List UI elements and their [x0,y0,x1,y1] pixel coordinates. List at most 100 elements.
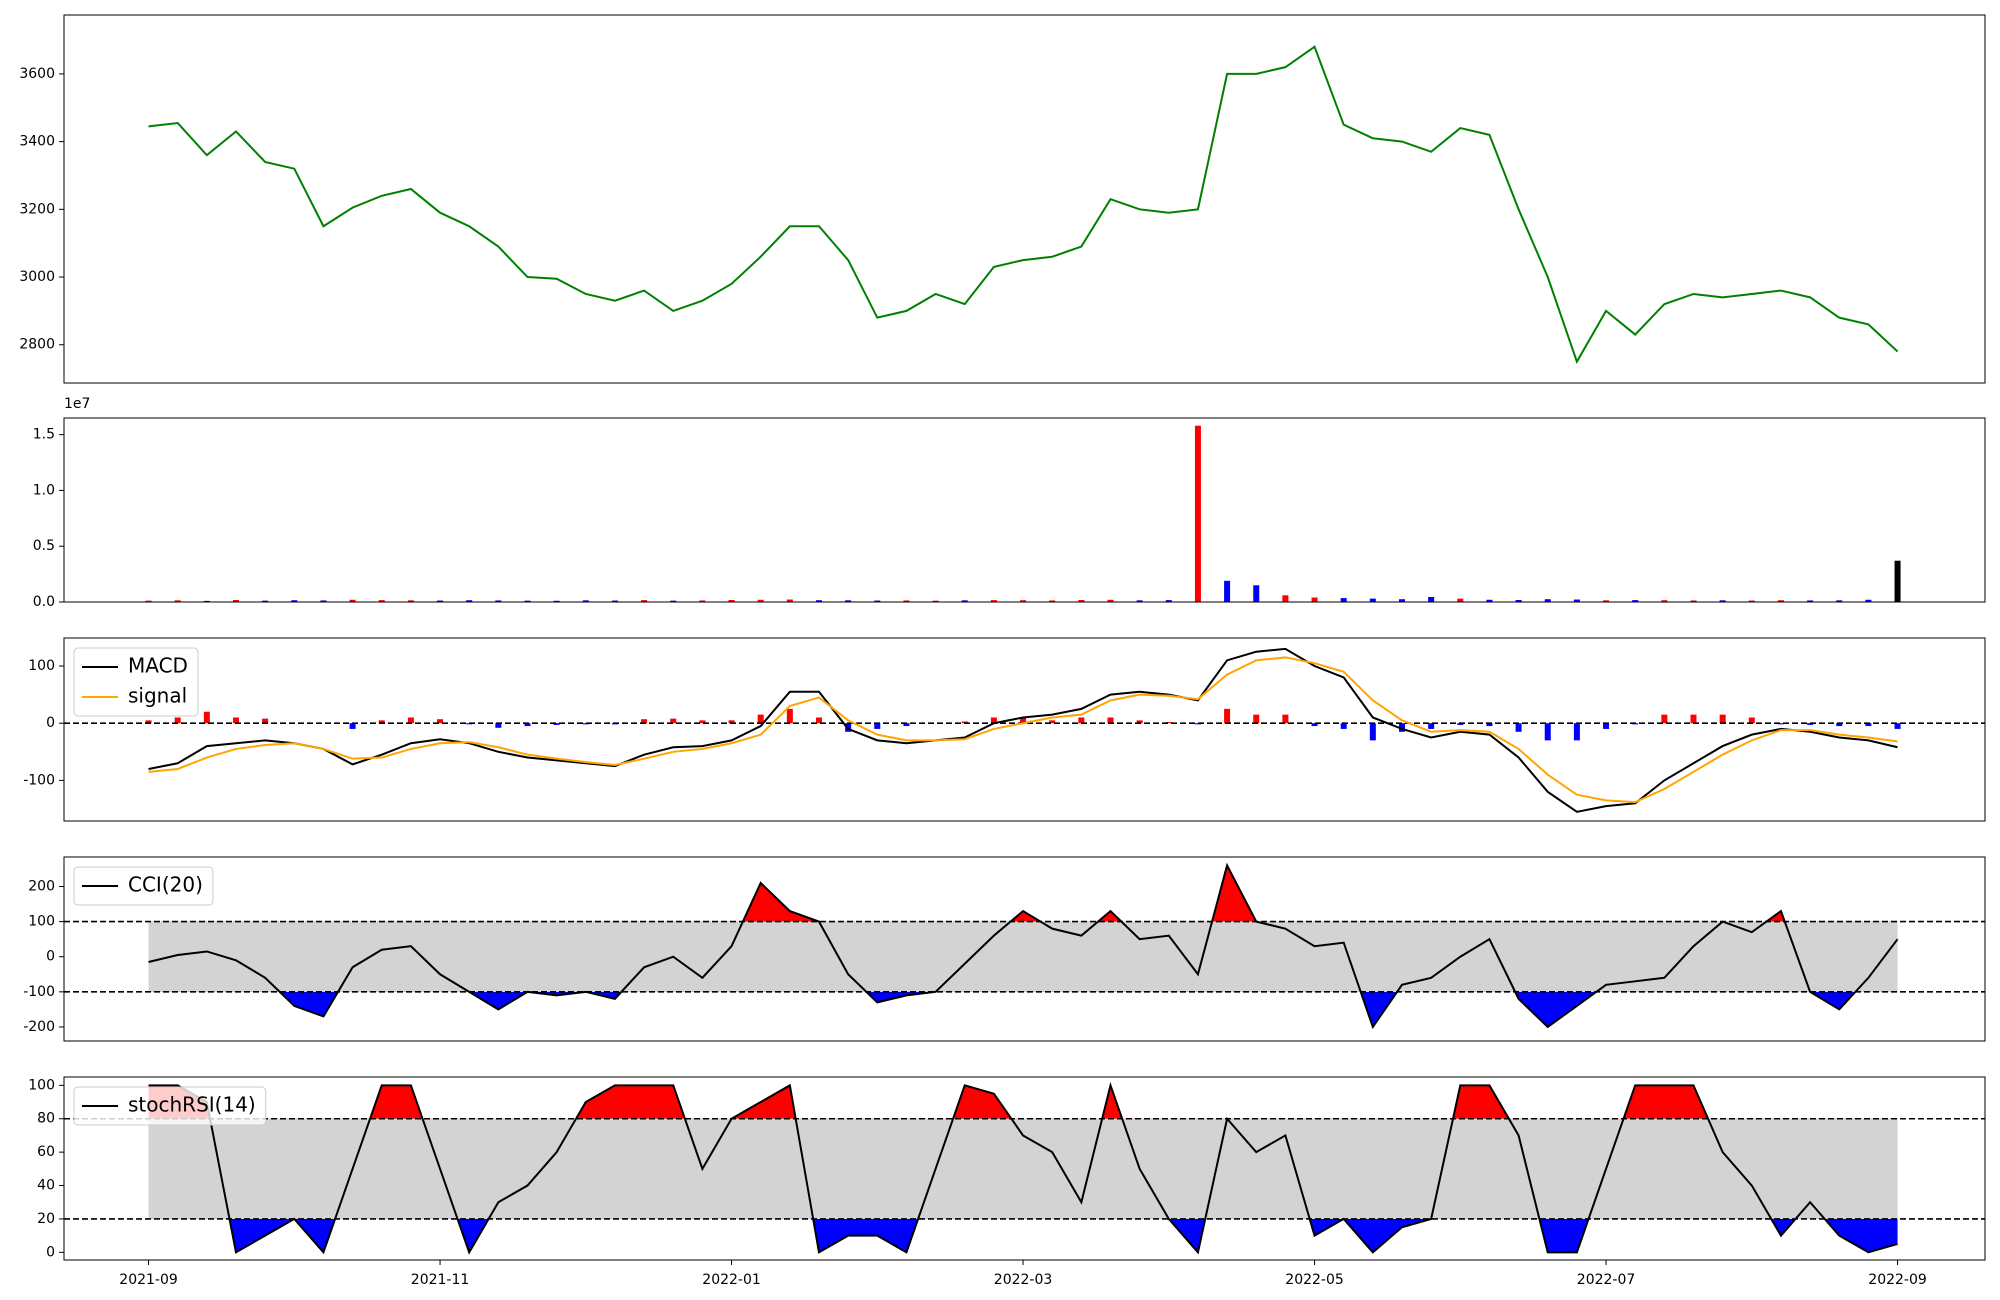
histogram-bar [1544,723,1551,741]
volume-bar [553,600,560,602]
histogram-bar [728,720,735,724]
axes-frame [63,637,1986,822]
volume-bar [1049,600,1056,602]
volume-bar [903,600,910,602]
volume-bar [1603,600,1610,602]
volume-bar [1807,600,1814,602]
histogram-bar [1428,723,1435,729]
fill-below [148,1218,1898,1253]
y-offset-label: 1e7 [64,396,90,412]
plot-area [64,1081,1985,1255]
volume-bar [1719,600,1726,602]
histogram-bar [553,723,560,725]
volume-bar [874,600,881,602]
histogram-bar [1282,714,1289,724]
volume-bar [378,600,385,602]
series-line [148,647,1898,813]
y-tick-label: 2800 [19,337,55,353]
axes-frame [63,417,1986,603]
histogram-bar [641,719,648,724]
y-tick-label: 0 [46,949,55,965]
histogram-bar [1340,723,1347,729]
volume-bar [670,600,677,602]
histogram-bar [1573,723,1580,741]
volume-bar [1544,599,1551,602]
volume-bar [407,600,414,602]
volume-bar [232,599,239,602]
histogram-bar [1398,723,1405,732]
y-tick-label: 40 [37,1178,55,1194]
y-tick-label: 3600 [19,66,55,82]
x-tick-label: 2021-09 [119,1272,178,1288]
volume-bar [1107,599,1114,602]
volume-bar [1515,599,1522,602]
y-tick-label: 0.0 [33,594,55,610]
panel: -200 -100 0 100 200 CCI(20) [23,856,1986,1042]
volume-bar [1836,600,1843,602]
plot-area [64,862,1985,1030]
volume-bar [815,600,822,602]
histogram-bar [203,711,210,724]
volume-bar [1894,560,1901,602]
histogram-bar [1603,723,1610,729]
histogram-bar [990,717,997,724]
volume-bar [1748,600,1755,602]
y-tick-label: 100 [28,1077,55,1093]
y-tick-label: 20 [37,1211,55,1227]
histogram-bar [961,721,968,724]
histogram-bar [407,717,414,724]
volume-bar [1690,600,1697,602]
volume-bar [1194,425,1201,602]
series-line [148,656,1898,804]
y-tick-label: 1.0 [33,482,55,498]
plot-area [64,647,1985,813]
histogram-bar [699,720,706,724]
volume-bar [524,600,531,602]
histogram-bar [1194,723,1201,725]
histogram-bar [437,719,444,724]
y-tick-label: 60 [37,1144,55,1160]
volume-bar [786,599,793,602]
plot-area [148,45,1899,365]
volume-bar [145,600,152,602]
legend-label: stochRSI(14) [128,1093,256,1117]
volume-bar [203,600,210,602]
volume-bar [728,599,735,602]
histogram-bar [1078,717,1085,724]
volume-bar [320,600,327,602]
price-line [148,45,1899,365]
level-band [148,921,1898,992]
volume-bar [1428,596,1435,602]
volume-bar [1369,598,1376,602]
histogram-bar [145,720,152,724]
volume-bar [961,600,968,602]
x-tick-label: 2022-01 [702,1272,761,1288]
y-tick-label: 100 [28,914,55,930]
histogram-bar [1865,723,1872,727]
volume-bar [1020,600,1027,602]
y-tick-label: -200 [23,1019,55,1035]
volume-bar [1777,600,1784,602]
x-tick-label: 2022-07 [1577,1272,1636,1288]
volume-bar [1282,595,1289,602]
x-tick-label: 2022-05 [1285,1272,1344,1288]
histogram-bar [1515,723,1522,732]
volume-bar [1486,599,1493,602]
histogram-bar [1807,723,1814,725]
volume-bar [641,600,648,602]
volume-bar [1224,580,1231,602]
y-tick-label: 0 [46,715,55,731]
legend-box [73,866,214,906]
volume-bar [1573,599,1580,602]
histogram-bar [1224,708,1231,724]
x-tick-label: 2022-03 [994,1272,1053,1288]
volume-bar [1078,599,1085,602]
y-tick-label: 80 [37,1111,55,1127]
volume-bar [291,600,298,602]
legend: CCI(20) [73,866,214,906]
histogram-bar [524,723,531,727]
volume-bar [262,600,269,602]
volume-bar [1311,597,1318,602]
volume-bar [1457,598,1464,602]
histogram-bar [757,714,764,724]
